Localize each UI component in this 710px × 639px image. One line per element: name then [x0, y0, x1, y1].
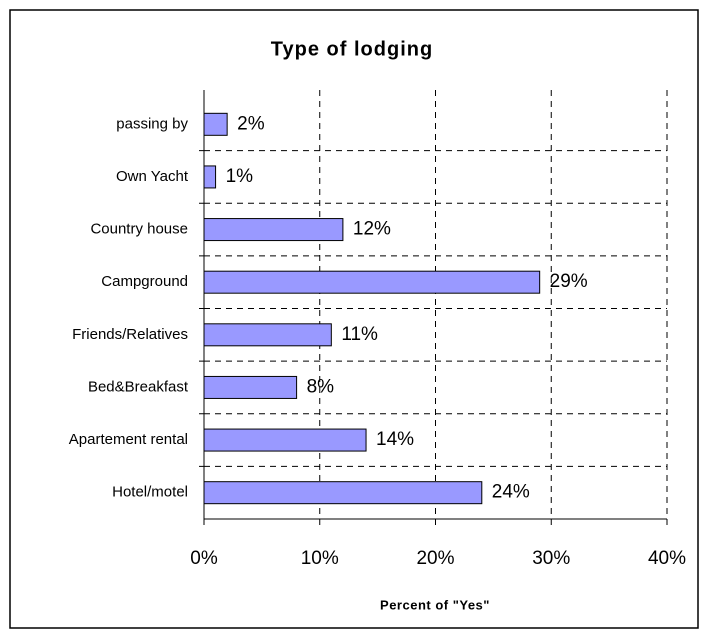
bar — [203, 375, 298, 399]
bar — [203, 481, 483, 505]
bar — [203, 218, 344, 242]
y-tick-label: Own Yacht — [116, 168, 189, 185]
value-label: 14% — [376, 429, 414, 450]
y-tick-label: Campground — [101, 273, 188, 290]
value-label: 1% — [226, 166, 254, 187]
bar — [203, 323, 332, 347]
y-tick-label: passing by — [116, 115, 188, 132]
value-label: 11% — [341, 324, 378, 345]
value-label: 2% — [237, 113, 265, 134]
value-label: 12% — [353, 219, 391, 240]
value-label: 24% — [492, 482, 530, 503]
x-tick-label: 40% — [648, 548, 686, 569]
y-tick-label: Hotel/motel — [112, 484, 188, 501]
y-tick-label: Friends/Relatives — [72, 326, 188, 343]
x-axis-title: Percent of "Yes" — [380, 597, 490, 612]
y-tick-label: Apartement rental — [69, 431, 188, 448]
x-tick-label: 20% — [416, 548, 454, 569]
bar — [203, 270, 541, 294]
x-tick-label: 0% — [190, 548, 218, 569]
x-tick-label: 10% — [301, 548, 339, 569]
bar — [203, 428, 367, 452]
chart-title: Type of lodging — [271, 38, 433, 60]
bar — [203, 112, 228, 136]
y-tick-label: Bed&Breakfast — [88, 378, 189, 395]
x-tick-label: 30% — [532, 548, 570, 569]
value-label: 29% — [550, 271, 588, 292]
y-tick-label: Country house — [90, 221, 188, 238]
value-label: 8% — [307, 376, 335, 397]
bar — [203, 165, 217, 189]
chart-border — [9, 9, 699, 629]
